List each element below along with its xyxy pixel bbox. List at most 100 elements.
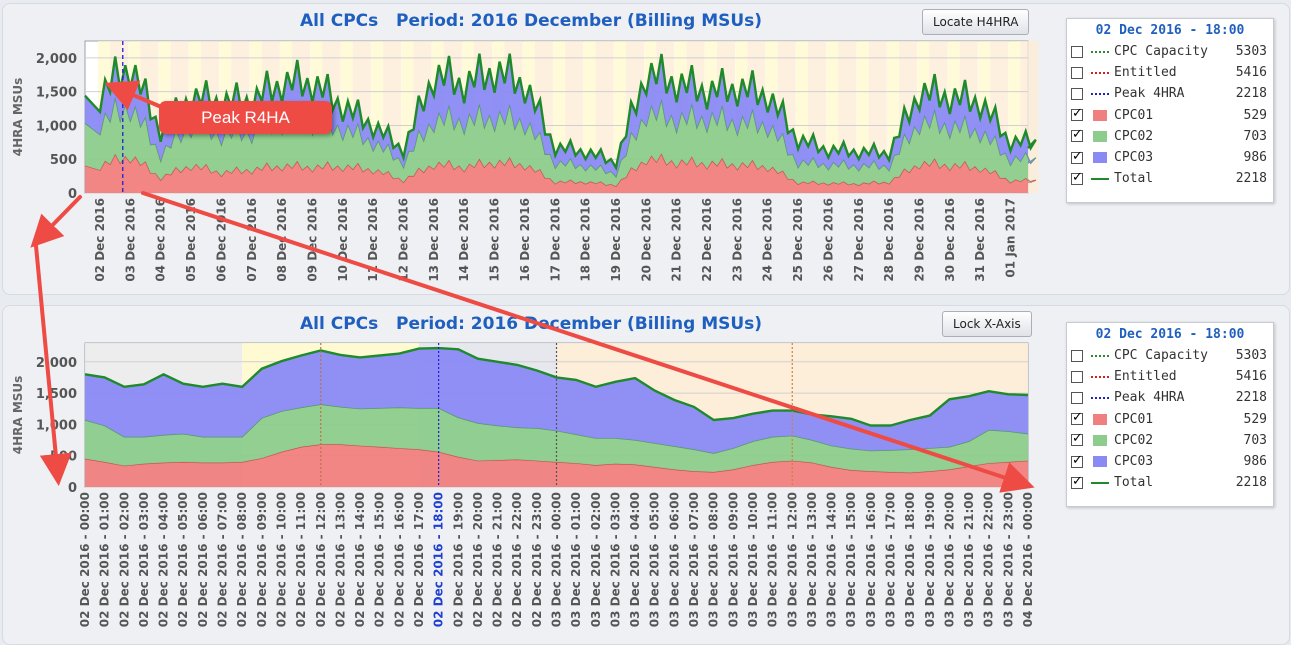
x-tick-label: 03 Dec 2016 - 05:00 bbox=[648, 492, 662, 627]
chart-title-scope: All CPCs bbox=[300, 11, 379, 31]
x-tick-label: 02 Dec 2016 - 23:00 bbox=[530, 492, 544, 627]
legend-date: 02 Dec 2016 - 18:00 bbox=[1095, 23, 1245, 38]
x-tick-label: 03 Dec 2016 - 20:00 bbox=[942, 492, 956, 627]
legend-item-peak-4hra[interactable]: Peak 4HRA 2218 bbox=[1067, 387, 1273, 408]
x-tick-label: 02 Dec 2016 - 16:00 bbox=[392, 492, 406, 627]
x-tick-label: 03 Dec 2016 - 03:00 bbox=[608, 492, 622, 627]
legend-checkbox[interactable] bbox=[1071, 349, 1083, 362]
legend-item-cpc03[interactable]: CPC03 986 bbox=[1067, 451, 1273, 472]
legend-item-cpc-capacity[interactable]: CPC Capacity 5303 bbox=[1067, 41, 1273, 62]
legend-value: 5416 bbox=[1235, 65, 1267, 81]
legend-checkbox[interactable] bbox=[1071, 453, 1083, 468]
x-tick-label: 02 Dec 2016 - 10:00 bbox=[274, 492, 288, 627]
legend-item-cpc01[interactable]: CPC01 529 bbox=[1067, 105, 1273, 126]
legend-bottom: 02 Dec 2016 - 18:00 CPC Capacity 5303 Enti… bbox=[1066, 322, 1274, 507]
y-tick-label: 0 bbox=[68, 187, 77, 202]
x-tick-label: 02 Dec 2016 - 00:00 bbox=[78, 492, 92, 627]
y-axis-label: 4HRA MSUs bbox=[11, 78, 25, 157]
x-tick-label: 02 Dec 2016 - 15:00 bbox=[373, 492, 387, 627]
legend-symbol bbox=[1089, 173, 1111, 185]
legend-value: 5303 bbox=[1235, 44, 1267, 60]
y-tick-label: 2,000 bbox=[36, 52, 77, 67]
y-tick-label: 1,000 bbox=[36, 418, 77, 433]
legend-item-entitled[interactable]: Entitled 5416 bbox=[1067, 62, 1273, 83]
legend-value: 2218 bbox=[1235, 475, 1267, 491]
area-cpc01[interactable] bbox=[85, 153, 1036, 193]
legend-checkbox[interactable] bbox=[1071, 170, 1083, 185]
legend-item-cpc01[interactable]: CPC01 529 bbox=[1067, 409, 1273, 430]
legend-symbol bbox=[1089, 350, 1111, 362]
legend-label: CPC Capacity bbox=[1114, 44, 1208, 60]
legend-checkbox[interactable] bbox=[1071, 87, 1083, 100]
x-tick-label: 02 Dec 2016 - 09:00 bbox=[255, 492, 269, 627]
legend-value: 529 bbox=[1243, 411, 1267, 427]
legend-checkbox[interactable] bbox=[1071, 127, 1083, 143]
legend-label: Peak 4HRA bbox=[1114, 86, 1185, 102]
lock-x-axis-button[interactable]: Lock X-Axis bbox=[942, 311, 1032, 337]
x-tick-label: 02 Dec 2016 - 05:00 bbox=[176, 492, 190, 627]
y-axis-label: 4HRA MSUs bbox=[11, 376, 25, 455]
legend-top: 02 Dec 2016 - 18:00 CPC Capacity 5303 Enti… bbox=[1066, 18, 1274, 203]
legend-checkbox[interactable] bbox=[1071, 474, 1083, 489]
legend-value: 2218 bbox=[1235, 390, 1267, 406]
x-tick-label: 02 Dec 2016 - 13:00 bbox=[333, 492, 347, 627]
legend-checkbox[interactable] bbox=[1071, 106, 1083, 122]
legend-value: 986 bbox=[1243, 150, 1267, 166]
legend-checkbox[interactable] bbox=[1071, 391, 1083, 404]
x-tick-label: 02 Dec 2016 - 21:00 bbox=[491, 492, 505, 627]
legend-symbol bbox=[1089, 477, 1111, 489]
x-tick-label: 03 Dec 2016 - 08:00 bbox=[707, 492, 721, 627]
legend-item-cpc03[interactable]: CPC03 986 bbox=[1067, 147, 1273, 168]
legend-label: CPC Capacity bbox=[1114, 348, 1208, 364]
legend-symbol bbox=[1089, 109, 1111, 121]
y-tick-label: 500 bbox=[50, 450, 77, 465]
legend-checkbox[interactable] bbox=[1071, 149, 1083, 164]
legend-item-entitled[interactable]: Entitled 5416 bbox=[1067, 366, 1273, 387]
legend-label: Entitled bbox=[1114, 369, 1177, 385]
x-tick-label: 03 Dec 2016 - 12:00 bbox=[785, 492, 799, 627]
legend-item-cpc02[interactable]: CPC02 703 bbox=[1067, 430, 1273, 451]
legend-checkbox[interactable] bbox=[1071, 431, 1083, 447]
legend-value: 703 bbox=[1243, 128, 1267, 144]
x-tick-label: 03 Dec 2016 - 13:00 bbox=[805, 492, 819, 627]
legend-label: CPC02 bbox=[1114, 432, 1154, 448]
y-tick-label: 1,000 bbox=[36, 119, 77, 134]
legend-item-peak-4hra[interactable]: Peak 4HRA 2218 bbox=[1067, 83, 1273, 104]
x-tick-label: 03 Dec 2016 - 00:00 bbox=[550, 492, 564, 627]
legend-symbol bbox=[1089, 392, 1111, 404]
x-tick-label: 03 Dec 2016 bbox=[123, 198, 137, 282]
chart-title-scope: All CPCs bbox=[300, 314, 379, 334]
peak-r4ha-callout: Peak R4HA bbox=[159, 101, 332, 134]
legend-value: 2218 bbox=[1235, 171, 1267, 187]
legend-symbol bbox=[1089, 413, 1111, 425]
legend-checkbox[interactable] bbox=[1071, 45, 1083, 58]
legend-item-total[interactable]: Total 2218 bbox=[1067, 472, 1273, 493]
chart-title-period: Period: 2016 December (Billing MSUs) bbox=[396, 314, 763, 334]
legend-checkbox[interactable] bbox=[1071, 370, 1083, 383]
legend-symbol bbox=[1089, 456, 1111, 468]
legend-date: 02 Dec 2016 - 18:00 bbox=[1095, 327, 1245, 342]
x-tick-label: 03 Dec 2016 - 14:00 bbox=[825, 492, 839, 627]
legend-label: Total bbox=[1114, 171, 1154, 187]
legend-item-total[interactable]: Total 2218 bbox=[1067, 168, 1273, 189]
legend-value: 2218 bbox=[1235, 86, 1267, 102]
chart-title-bottom: All CPCs Period: 2016 December (Billing … bbox=[300, 314, 762, 334]
x-tick-label: 02 Dec 2016 - 18:00 bbox=[432, 492, 446, 627]
x-tick-label: 02 Dec 2016 bbox=[93, 198, 107, 282]
x-tick-label: 03 Dec 2016 - 04:00 bbox=[628, 492, 642, 627]
x-tick-label: 02 Dec 2016 - 06:00 bbox=[196, 492, 210, 627]
x-tick-label: 03 Dec 2016 - 11:00 bbox=[766, 492, 780, 627]
x-tick-label: 03 Dec 2016 - 17:00 bbox=[883, 492, 897, 627]
legend-item-cpc02[interactable]: CPC02 703 bbox=[1067, 126, 1273, 147]
legend-item-cpc-capacity[interactable]: CPC Capacity 5303 bbox=[1067, 345, 1273, 366]
x-tick-label: 03 Dec 2016 - 07:00 bbox=[687, 492, 701, 627]
legend-checkbox[interactable] bbox=[1071, 66, 1083, 79]
area-cpc02[interactable] bbox=[85, 97, 1036, 187]
x-tick-label: 03 Dec 2016 - 09:00 bbox=[726, 492, 740, 627]
x-tick-label: 02 Dec 2016 - 11:00 bbox=[294, 492, 308, 627]
legend-checkbox[interactable] bbox=[1071, 410, 1083, 426]
x-tick-label: 03 Dec 2016 - 10:00 bbox=[746, 492, 760, 627]
legend-symbol bbox=[1089, 371, 1111, 383]
chart-title-period: Period: 2016 December (Billing MSUs) bbox=[396, 11, 763, 31]
locate-h4hra-button[interactable]: Locate H4HRA bbox=[922, 9, 1030, 35]
